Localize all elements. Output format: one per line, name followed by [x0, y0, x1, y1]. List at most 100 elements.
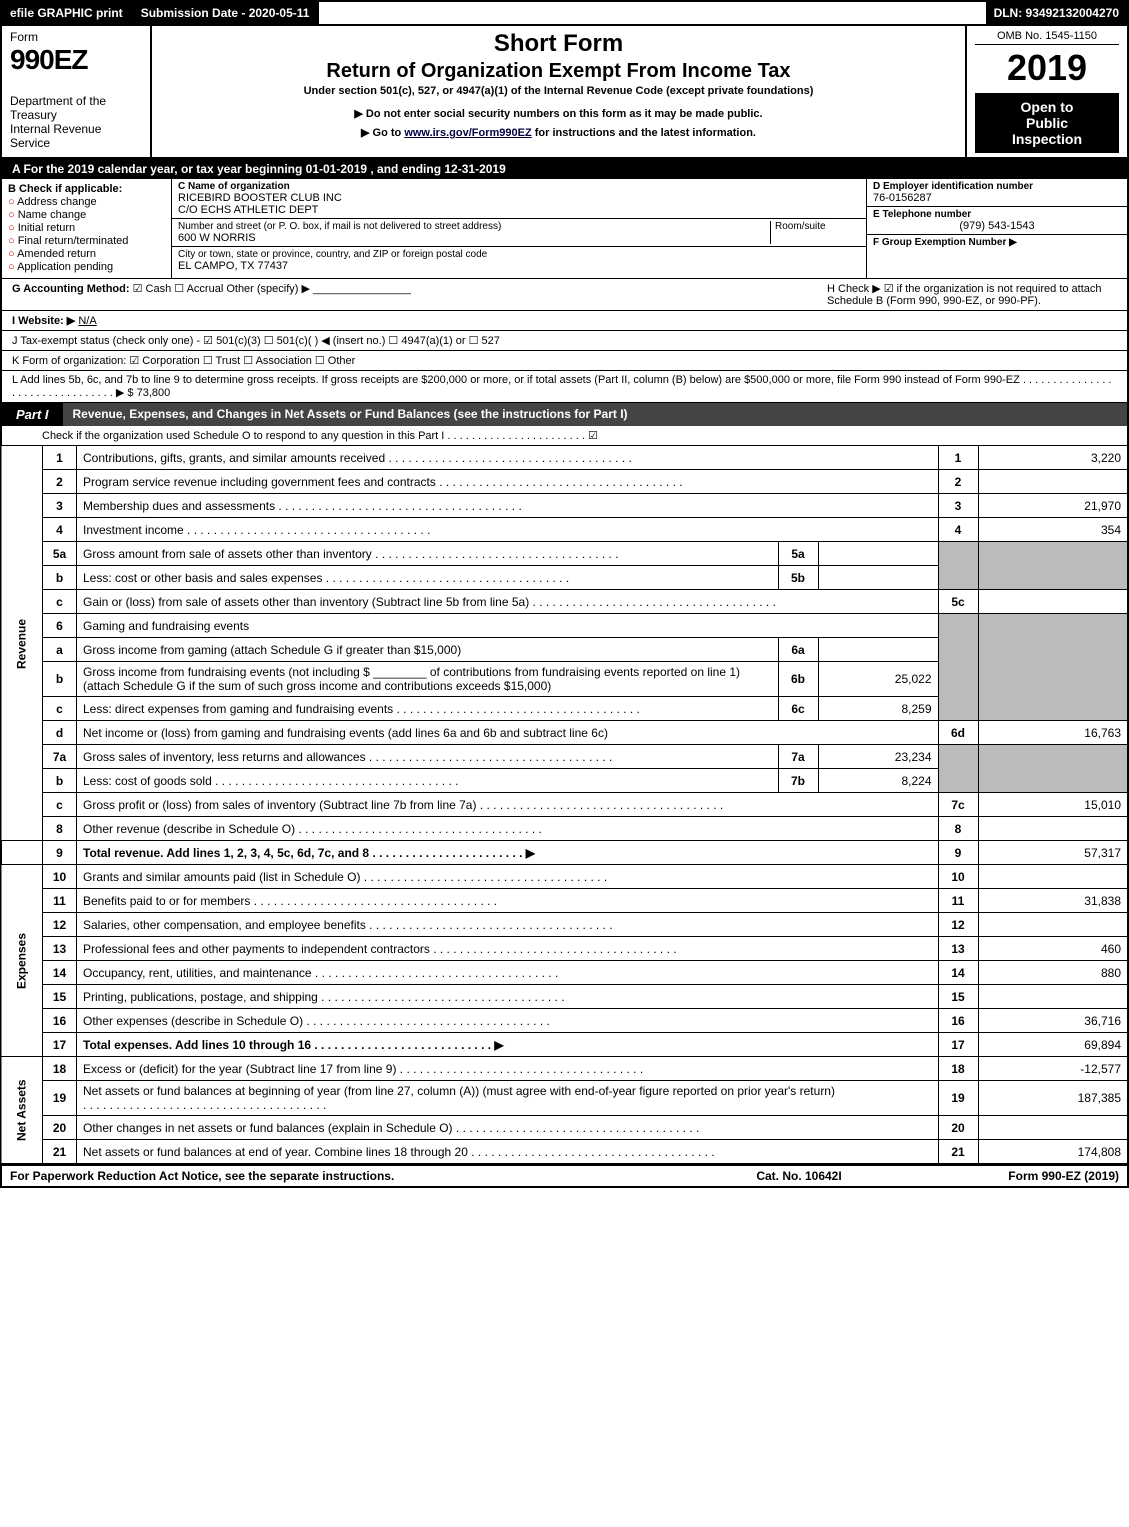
l5ab-shade-val [978, 542, 1128, 590]
l10-desc: Grants and similar amounts paid (list in… [83, 870, 360, 884]
l1-totno: 1 [938, 446, 978, 470]
row-g-h: G Accounting Method: Cash Accrual Other … [2, 279, 1127, 311]
accounting-method: G Accounting Method: Cash Accrual Other … [12, 282, 817, 307]
header-note-ssn: ▶ Do not enter social security numbers o… [160, 107, 957, 120]
ein-row: D Employer identification number 76-0156… [867, 179, 1127, 207]
l5b-desc: Less: cost or other basis and sales expe… [83, 571, 322, 585]
l2-totno: 2 [938, 470, 978, 494]
l20-no: 20 [43, 1116, 77, 1140]
part-i-table: Revenue 1 Contributions, gifts, grants, … [0, 445, 1129, 1164]
l10-totno: 10 [938, 865, 978, 889]
l15-totno: 15 [938, 985, 978, 1009]
line-6d: d Net income or (loss) from gaming and f… [1, 721, 1128, 745]
l8-totno: 8 [938, 817, 978, 841]
l13-desc: Professional fees and other payments to … [83, 942, 430, 956]
l12-val [978, 913, 1128, 937]
chk-initial-return[interactable]: Initial return [8, 222, 165, 234]
l6-desc: Gaming and fundraising events [77, 614, 939, 638]
l5c-no: c [43, 590, 77, 614]
l18-no: 18 [43, 1057, 77, 1081]
efile-print-button[interactable]: efile GRAPHIC print [2, 2, 133, 24]
l19-totno: 19 [938, 1081, 978, 1116]
l14-desc: Occupancy, rent, utilities, and maintena… [83, 966, 312, 980]
phone-value: (979) 543-1543 [873, 220, 1121, 232]
l4-desc: Investment income [83, 523, 184, 537]
l9-totno: 9 [938, 841, 978, 865]
row-j: J Tax-exempt status (check only one) - ☑… [2, 331, 1127, 351]
l6c-subval: 8,259 [818, 697, 938, 721]
l14-totno: 14 [938, 961, 978, 985]
header-note-link: ▶ Go to www.irs.gov/Form990EZ for instru… [160, 126, 957, 139]
form-header: Form 990EZ Department of the Treasury In… [0, 26, 1129, 159]
l6b-subval: 25,022 [818, 662, 938, 697]
l6b-no: b [43, 662, 77, 697]
line-7a: 7a Gross sales of inventory, less return… [1, 745, 1128, 769]
line-17: 17 Total expenses. Add lines 10 through … [1, 1033, 1128, 1057]
l9-val: 57,317 [978, 841, 1128, 865]
page-footer: For Paperwork Reduction Act Notice, see … [0, 1164, 1129, 1188]
l5b-subno: 5b [778, 566, 818, 590]
l16-desc: Other expenses (describe in Schedule O) [83, 1014, 303, 1028]
top-bar-gap [319, 2, 985, 24]
g-label: G Accounting Method: [12, 283, 130, 295]
line-4: 4 Investment income 4 354 [1, 518, 1128, 542]
line-12: 12 Salaries, other compensation, and emp… [1, 913, 1128, 937]
l8-desc: Other revenue (describe in Schedule O) [83, 822, 295, 836]
net-assets-side-label: Net Assets [1, 1057, 43, 1164]
line-11: 11 Benefits paid to or for members 11 31… [1, 889, 1128, 913]
h-schedule-b: H Check ▶ ☑ if the organization is not r… [817, 282, 1117, 307]
chk-final-return[interactable]: Final return/terminated [8, 235, 165, 247]
l2-no: 2 [43, 470, 77, 494]
l20-desc: Other changes in net assets or fund bala… [83, 1121, 453, 1135]
l21-totno: 21 [938, 1140, 978, 1164]
revenue-side-label: Revenue [1, 446, 43, 841]
l4-val: 354 [978, 518, 1128, 542]
l21-no: 21 [43, 1140, 77, 1164]
chk-application-pending[interactable]: Application pending [8, 261, 165, 273]
l11-totno: 11 [938, 889, 978, 913]
chk-amended-return[interactable]: Amended return [8, 248, 165, 260]
line-20: 20 Other changes in net assets or fund b… [1, 1116, 1128, 1140]
gross-receipts-note: L Add lines 5b, 6c, and 7b to line 9 to … [12, 374, 1117, 399]
line-9: 9 Total revenue. Add lines 1, 2, 3, 4, 5… [1, 841, 1128, 865]
omb-number: OMB No. 1545-1150 [975, 30, 1119, 45]
line-5a: 5a Gross amount from sale of assets othe… [1, 542, 1128, 566]
part-i-title: Revenue, Expenses, and Changes in Net As… [63, 403, 1127, 426]
tax-exempt-status: J Tax-exempt status (check only one) - ☑… [12, 334, 1117, 347]
tax-period-row: A For the 2019 calendar year, or tax yea… [0, 159, 1129, 179]
l21-desc: Net assets or fund balances at end of ye… [83, 1145, 468, 1159]
ein-value: 76-0156287 [873, 192, 1121, 204]
form-of-organization: K Form of organization: ☑ Corporation ☐ … [12, 354, 1117, 367]
room-suite-label: Room/suite [770, 221, 860, 244]
line-1: Revenue 1 Contributions, gifts, grants, … [1, 446, 1128, 470]
irs-link[interactable]: www.irs.gov/Form990EZ [404, 127, 531, 139]
l5c-totno: 5c [938, 590, 978, 614]
l3-desc: Membership dues and assessments [83, 499, 275, 513]
l6-no: 6 [43, 614, 77, 638]
chk-accrual[interactable]: Accrual [174, 283, 223, 295]
chk-address-change[interactable]: Address change [8, 196, 165, 208]
l1-no: 1 [43, 446, 77, 470]
row-k: K Form of organization: ☑ Corporation ☐ … [2, 351, 1127, 371]
row-i: I Website: ▶ N/A [2, 311, 1127, 331]
website-label: I Website: ▶ [12, 315, 75, 327]
header-subtitle: Under section 501(c), 527, or 4947(a)(1)… [160, 85, 957, 97]
l15-val [978, 985, 1128, 1009]
l5ab-shade-no [938, 542, 978, 590]
l7c-no: c [43, 793, 77, 817]
l17-desc: Total expenses. Add lines 10 through 16 … [83, 1038, 504, 1052]
l6abc-shade-no [938, 614, 978, 721]
form-word: Form [10, 30, 142, 44]
l5c-desc: Gain or (loss) from sale of assets other… [83, 595, 529, 609]
city-row: City or town, state or province, country… [172, 247, 866, 274]
l7ab-shade-val [978, 745, 1128, 793]
phone-row: E Telephone number (979) 543-1543 [867, 207, 1127, 235]
chk-cash[interactable]: Cash [133, 283, 172, 295]
chk-name-change[interactable]: Name change [8, 209, 165, 221]
org-name-1: RICEBIRD BOOSTER CLUB INC [178, 192, 860, 204]
tax-year: 2019 [975, 47, 1119, 89]
l11-no: 11 [43, 889, 77, 913]
l19-no: 19 [43, 1081, 77, 1116]
l7c-desc: Gross profit or (loss) from sales of inv… [83, 798, 476, 812]
l12-totno: 12 [938, 913, 978, 937]
